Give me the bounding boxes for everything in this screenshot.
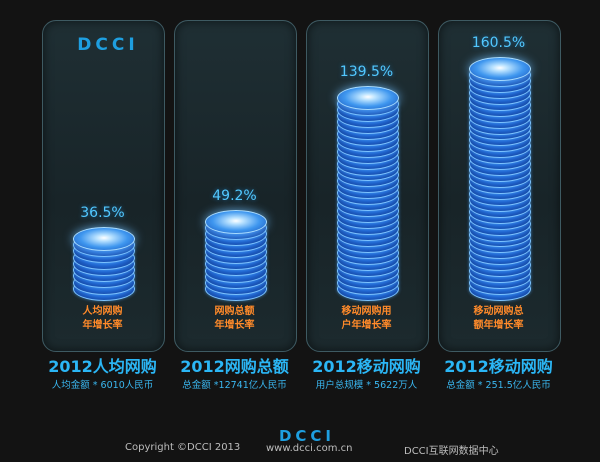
footer-copyright: Copyright ©DCCI 2013 — [125, 442, 241, 453]
subtitle-mobile-users: 用户总规模 * 5622万人 — [315, 380, 418, 391]
value-label-mobile-users: 139.5% — [339, 63, 394, 80]
title-mobile-amount: 2012移动网购 — [444, 357, 553, 376]
panel-total-amount — [174, 20, 297, 352]
description-line: 年增长率 — [214, 320, 255, 331]
footer-logo-text: DCCI — [279, 427, 335, 444]
description-total-amount: 网购总额 年增长率 — [174, 305, 295, 333]
title-per-capita: 2012人均网购 — [48, 357, 157, 376]
description-line: 户年增长率 — [341, 320, 392, 331]
description-mobile-amount: 移动网购总额年增长率 — [438, 305, 559, 333]
description-per-capita: 人均网购 年增长率 — [42, 305, 163, 333]
description-line: 网购总额 — [214, 306, 255, 317]
bar-total-amount — [204, 209, 267, 234]
description-line: 年增长率 — [82, 320, 123, 331]
value-label-mobile-amount: 160.5% — [471, 35, 526, 51]
subtitle-per-capita: 人均金额 * 6010人民币 — [51, 380, 154, 391]
description-line: 额年增长率 — [473, 320, 524, 331]
title-mobile-users: 2012移动网购 — [312, 357, 421, 376]
subtitle-mobile-amount: 总金额 * 251.5亿人民币 — [446, 380, 551, 391]
bar-mobile-users — [336, 85, 399, 110]
bar-per-capita — [72, 226, 135, 251]
subtitle-total-amount: 总金额 *12741亿人民币 — [182, 380, 287, 391]
dcci-logo: DCCI — [77, 35, 138, 54]
title-total-amount: 2012网购总额 — [180, 357, 289, 376]
description-line: 移动网购总 — [473, 306, 524, 317]
description-line: 人均网购 — [82, 306, 123, 317]
description-line: 移动网购用 — [341, 306, 392, 317]
dcci-footer-logo: DCCI — [279, 427, 335, 444]
description-mobile-users: 移动网购用户年增长率 — [306, 305, 427, 333]
footer-url: www.dcci.com.cn — [266, 443, 353, 454]
footer-center: DCCI互联网数据中心 — [404, 446, 499, 457]
value-label-total-amount: 49.2% — [212, 187, 257, 204]
panel-per-capita — [42, 20, 165, 352]
value-label-per-capita: 36.5% — [80, 204, 125, 221]
bar-mobile-amount — [468, 57, 531, 81]
logo-text: DCCI — [77, 35, 138, 54]
